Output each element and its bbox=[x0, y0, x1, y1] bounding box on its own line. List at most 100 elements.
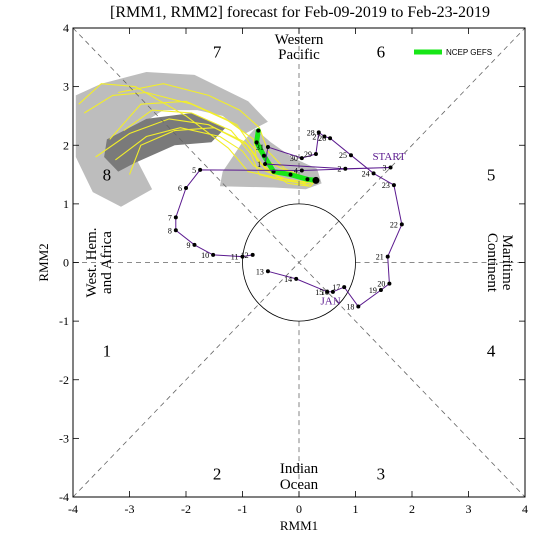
y-tick-label: 1 bbox=[63, 197, 69, 211]
region-label-left: and Africa bbox=[99, 231, 115, 294]
gefs-mean-point bbox=[305, 177, 310, 182]
observed-day-label: 26 bbox=[318, 134, 326, 143]
observed-day-label: 19 bbox=[369, 286, 377, 295]
region-label-bottom: Ocean bbox=[280, 477, 319, 493]
observed-day-label: 15 bbox=[315, 288, 323, 297]
observed-day-label: 4 bbox=[294, 166, 298, 175]
gefs-mean-point bbox=[256, 128, 261, 133]
phase-label: 6 bbox=[377, 42, 386, 61]
phase-label: 5 bbox=[487, 166, 496, 185]
observed-day-label: 20 bbox=[377, 280, 385, 289]
diagonal-line bbox=[72, 27, 526, 498]
observed-day-label: 12 bbox=[241, 251, 249, 260]
legend-label: NCEP GEFS bbox=[446, 48, 492, 57]
region-label-bottom: Indian bbox=[280, 461, 319, 477]
observed-point bbox=[348, 153, 353, 158]
observed-point bbox=[388, 165, 393, 170]
observed-point bbox=[240, 254, 245, 259]
spread-outer bbox=[75, 72, 268, 207]
observed-point bbox=[173, 228, 178, 233]
forecast-start-point bbox=[312, 176, 320, 184]
x-tick-label: -1 bbox=[238, 502, 248, 516]
x-tick-label: -4 bbox=[68, 502, 78, 516]
observed-point bbox=[328, 136, 333, 141]
observed-point bbox=[299, 156, 304, 161]
ensemble-member-line bbox=[115, 127, 316, 184]
observed-day-label: 21 bbox=[376, 253, 384, 262]
observed-day-label: 23 bbox=[382, 181, 390, 190]
observed-point bbox=[211, 252, 216, 257]
y-tick-label: 0 bbox=[63, 256, 69, 270]
observed-point bbox=[192, 242, 197, 247]
observed-day-label: 3 bbox=[383, 164, 387, 173]
observed-point bbox=[356, 304, 361, 309]
x-axis-label: RMM1 bbox=[280, 518, 318, 533]
phase-label: 2 bbox=[213, 465, 222, 484]
observed-day-label: 11 bbox=[231, 253, 239, 262]
y-tick-label: -4 bbox=[59, 490, 69, 504]
phase-label: 7 bbox=[213, 42, 222, 61]
observed-day-label: 25 bbox=[339, 151, 347, 160]
x-tick-label: -3 bbox=[125, 502, 135, 516]
observed-point bbox=[263, 162, 268, 167]
observed-day-label: 24 bbox=[362, 169, 370, 178]
observed-day-label: 31 bbox=[256, 143, 264, 152]
observed-day-label: 30 bbox=[290, 154, 298, 163]
region-label-right: Maritime bbox=[499, 235, 515, 291]
observed-point bbox=[399, 222, 404, 227]
observed-day-label: 2 bbox=[337, 165, 341, 174]
observed-point bbox=[316, 130, 321, 135]
phase-labels: 12 3 4 5 6 7 8 bbox=[103, 42, 496, 483]
observed-point bbox=[250, 252, 255, 257]
y-tick-label: 3 bbox=[63, 80, 69, 94]
gefs-mean-point bbox=[254, 140, 259, 145]
observed-day-label: 9 bbox=[186, 241, 190, 250]
observed-point bbox=[299, 168, 304, 173]
gefs-mean-point bbox=[288, 172, 293, 177]
ensemble-member-line bbox=[78, 83, 316, 183]
observed-point bbox=[265, 145, 270, 150]
observed-point bbox=[322, 134, 327, 139]
y-tick-label: -2 bbox=[59, 373, 69, 387]
observed-point bbox=[330, 289, 335, 294]
observed-day-label: 22 bbox=[390, 220, 398, 229]
observed-day-label: 8 bbox=[168, 226, 172, 235]
region-label-top: Western bbox=[275, 32, 324, 48]
observed-point bbox=[294, 276, 299, 281]
observed-day-label: 6 bbox=[178, 184, 182, 193]
observed-day-label: 18 bbox=[346, 302, 354, 311]
chart-legend: NCEP GEFS bbox=[414, 48, 492, 57]
x-tick-label: 3 bbox=[466, 502, 472, 516]
observed-point bbox=[371, 171, 376, 176]
y-tick-label: -3 bbox=[59, 431, 69, 445]
ensemble-spread bbox=[75, 72, 322, 207]
observed-point bbox=[265, 269, 270, 274]
observed-day-label: 5 bbox=[192, 166, 196, 175]
observed-day-label: 29 bbox=[304, 150, 312, 159]
observed-point bbox=[387, 281, 392, 286]
observed-point bbox=[173, 215, 178, 220]
observed-day-label: 16 bbox=[321, 288, 329, 297]
spread-inner bbox=[104, 113, 226, 172]
observed-day-label: 28 bbox=[307, 128, 315, 137]
x-tick-label: -2 bbox=[181, 502, 191, 516]
phase-label: 3 bbox=[377, 465, 386, 484]
phase-guides bbox=[72, 27, 526, 498]
observed-point bbox=[343, 166, 348, 171]
region-label-right: Continent bbox=[484, 233, 500, 293]
region-label-top: Pacific bbox=[278, 47, 320, 63]
unit-circle bbox=[242, 203, 356, 322]
x-tick-label: 0 bbox=[296, 502, 302, 516]
observed-point bbox=[184, 186, 188, 191]
y-tick-label: 2 bbox=[63, 138, 69, 152]
y-tick-label: 4 bbox=[63, 21, 69, 35]
observed-point bbox=[378, 288, 383, 293]
x-tick-label: 2 bbox=[409, 502, 415, 516]
track-annotation: JAN bbox=[320, 296, 340, 308]
x-tick-label: 1 bbox=[353, 502, 359, 516]
observed-point bbox=[198, 167, 203, 172]
gefs-mean-point bbox=[261, 153, 266, 158]
observed-day-label: 7 bbox=[168, 213, 172, 222]
